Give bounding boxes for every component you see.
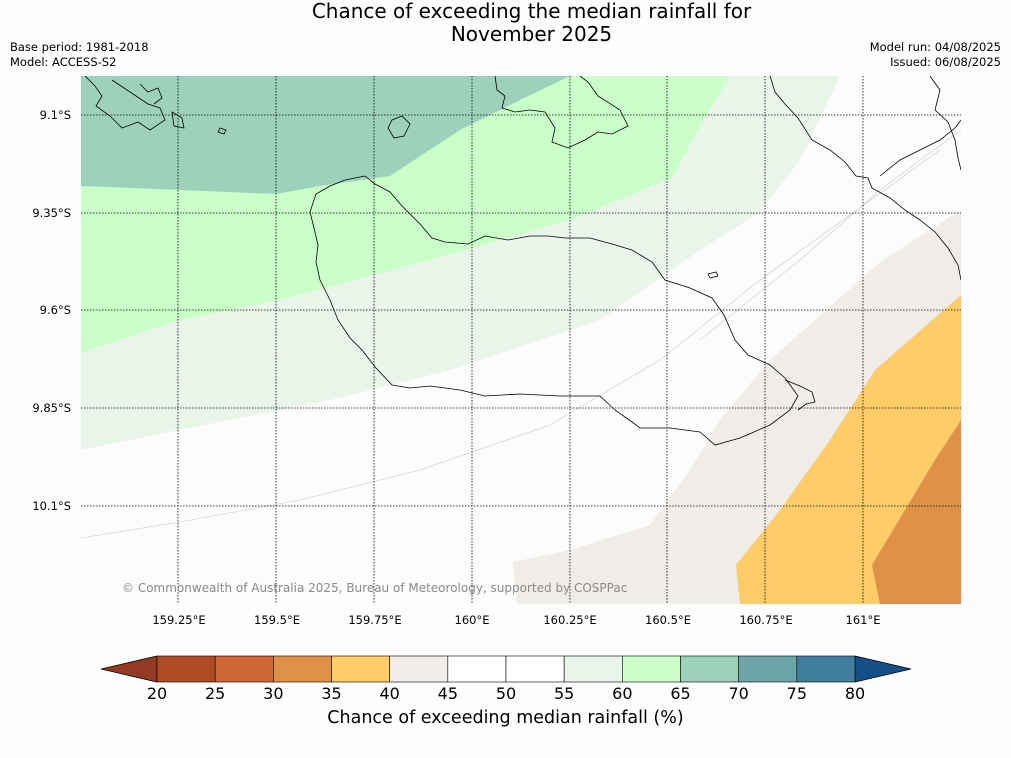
band-65-70: [81, 76, 570, 194]
colorbar: 20 25 30 35 40 45 50 55 60 65 70 75 80: [100, 655, 912, 703]
colorbar-tick-label: 70: [728, 684, 748, 703]
lat-label: 9.85°S: [32, 401, 71, 415]
colorbar-swatch: [738, 655, 798, 683]
meta-left: Base period: 1981-2018 Model: ACCESS-S2: [10, 40, 149, 70]
base-period: Base period: 1981-2018: [10, 40, 149, 54]
colorbar-tick-label: 45: [438, 684, 458, 703]
colorbar-swatch: [331, 655, 390, 683]
band-30-35: [872, 420, 961, 604]
issued-date: Issued: 06/08/2025: [890, 55, 1001, 69]
contour-line: [699, 129, 961, 341]
longitude-labels: 159.25°E 159.5°E 159.75°E 160°E 160.25°E…: [152, 613, 880, 627]
colorbar-swatch: [273, 655, 332, 683]
lon-label: 159.25°E: [152, 613, 205, 627]
model-run: Model run: 04/08/2025: [869, 40, 1001, 54]
colorbar-swatch: [214, 655, 274, 683]
colorbar-tick-label: 30: [263, 684, 283, 703]
colorbar-tick-label: 65: [670, 684, 690, 703]
lon-label: 160.25°E: [543, 613, 596, 627]
lat-label: 9.35°S: [32, 206, 71, 220]
copyright-credit: © Commonwealth of Australia 2025, Bureau…: [122, 581, 627, 595]
title-line-2: November 2025: [450, 22, 613, 46]
colorbar-swatch: [447, 655, 507, 683]
lat-label: 9.1°S: [40, 108, 71, 122]
lon-label: 159.75°E: [348, 613, 401, 627]
lat-label: 10.1°S: [32, 499, 71, 513]
colorbar-swatch: [389, 655, 449, 683]
lon-label: 160.5°E: [645, 613, 691, 627]
colorbar-tick-label: 75: [787, 684, 807, 703]
lat-label: 9.6°S: [40, 303, 71, 317]
colorbar-tick-label: 55: [554, 684, 574, 703]
chart-title: Chance of exceeding the median rainfall …: [0, 0, 1011, 46]
colorbar-tick-label: 80: [845, 684, 865, 703]
latitude-labels: 9.1°S 9.35°S 9.6°S 9.85°S 10.1°S: [32, 108, 71, 513]
coastline: [84, 76, 961, 446]
colorbar-swatch: [563, 655, 623, 683]
colorbar-label: Chance of exceeding median rainfall (%): [327, 708, 684, 728]
colorbar-tick-label: 60: [612, 684, 632, 703]
meta-right: Model run: 04/08/2025 Issued: 06/08/2025: [870, 40, 1001, 70]
colorbar-tick-label: 20: [147, 684, 167, 703]
colorbar-tick-label: 40: [379, 684, 399, 703]
lon-label: 160.75°E: [739, 613, 792, 627]
colorbar-swatch: [156, 655, 216, 683]
colorbar-swatch: [505, 655, 565, 683]
model-name: Model: ACCESS-S2: [10, 55, 117, 69]
lon-label: 160°E: [455, 613, 490, 627]
colorbar-swatch: [680, 655, 739, 683]
graticule: [81, 76, 961, 604]
colorbar-tick-label: 25: [205, 684, 225, 703]
contour-line: [81, 149, 941, 539]
lon-label: 161°E: [846, 613, 881, 627]
colorbar-tick-label: 35: [321, 684, 341, 703]
probability-fill: [81, 76, 961, 604]
colorbar-extend-low: [100, 655, 158, 683]
colorbar-swatch: [622, 655, 681, 683]
colorbar-extend-high: [854, 655, 912, 683]
lon-label: 159.5°E: [254, 613, 300, 627]
colorbar-tick-label: 50: [496, 684, 516, 703]
title-line-1: Chance of exceeding the median rainfall …: [311, 0, 752, 23]
colorbar-swatch: [796, 655, 856, 683]
